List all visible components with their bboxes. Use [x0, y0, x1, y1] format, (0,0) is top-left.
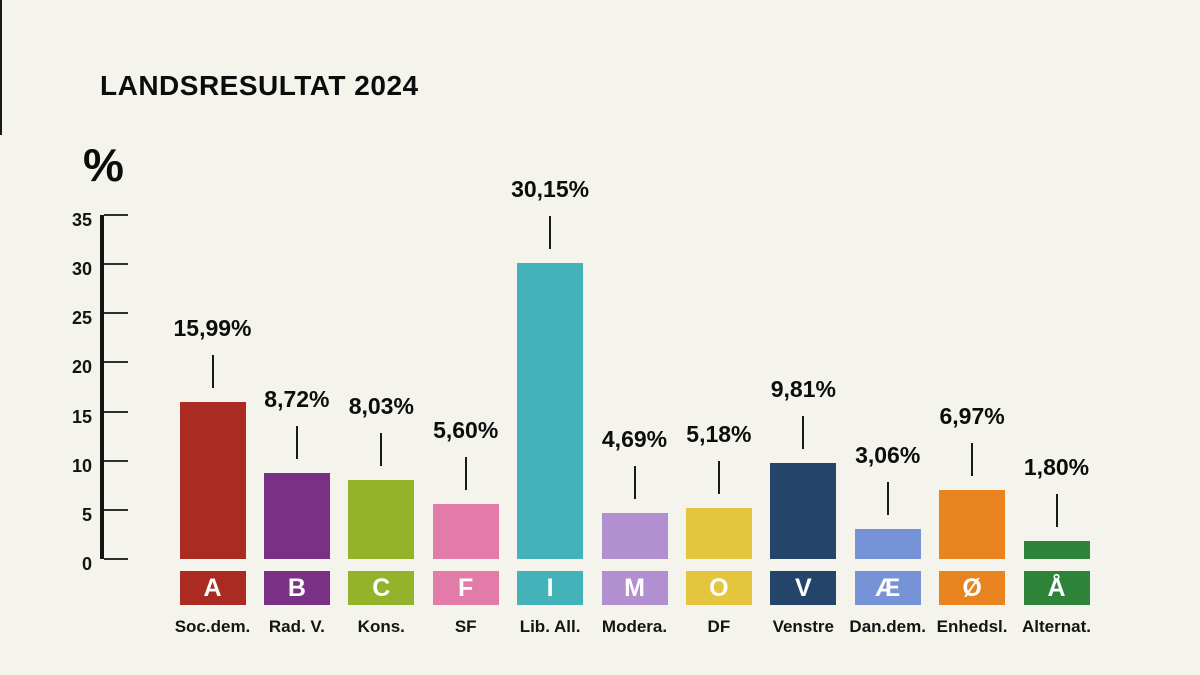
bar-value-label: 5,18%	[686, 421, 752, 448]
y-axis-tick	[104, 558, 128, 560]
bar-V	[770, 462, 837, 559]
party-letter-badge: A	[179, 571, 246, 605]
party-letter-badge: Æ	[854, 571, 921, 605]
bar-F	[432, 503, 499, 559]
party-name-label: SF	[454, 617, 477, 636]
party-letter-badge: M	[601, 571, 668, 605]
party-name-label: Alternat.	[1022, 617, 1091, 636]
y-axis-tick	[104, 410, 128, 413]
party-name-label: Rad. V.	[268, 617, 325, 636]
value-leader-line	[380, 433, 383, 467]
y-axis-tick	[104, 459, 128, 462]
value-leader-line	[211, 354, 214, 388]
party-name-label: Modera.	[601, 617, 668, 636]
party-letter-badge: C	[348, 571, 415, 605]
bar-value-label: 5,60%	[433, 416, 499, 443]
value-leader-line	[633, 465, 636, 499]
y-axis-tick	[104, 508, 128, 511]
y-axis-line	[100, 215, 104, 559]
bar-value-label: 3,06%	[855, 441, 921, 468]
y-axis-tick-label: 0	[81, 554, 92, 574]
bar-O	[685, 508, 752, 559]
value-leader-line	[717, 461, 720, 495]
value-leader-line	[971, 443, 974, 477]
party-name-label: Soc.dem.	[174, 617, 251, 636]
value-leader-line	[464, 456, 467, 490]
bar-value-label: 6,97%	[939, 403, 1005, 430]
y-axis-tick	[104, 312, 128, 315]
party-name-label: Kons.	[357, 617, 405, 636]
chart-title: LANDSRESULTAT 2024	[100, 70, 419, 101]
y-axis-tick-label: 35	[71, 210, 92, 231]
y-axis-tick	[104, 214, 128, 217]
y-axis-tick-label: 5	[81, 504, 92, 525]
party-letter-badge: F	[432, 571, 499, 605]
y-axis-tick-label: 15	[71, 406, 92, 427]
party-letter-badge: Ø	[939, 571, 1006, 605]
bar-value-label: 8,72%	[264, 386, 330, 413]
party-letter-badge: O	[685, 571, 752, 605]
bar-Ø	[939, 490, 1006, 559]
party-letter-badge: I	[517, 571, 584, 605]
party-letter-badge: Å	[1023, 571, 1090, 605]
y-axis-tick-label: 10	[71, 455, 92, 476]
bar-B	[263, 473, 330, 559]
party-name-label: DF	[707, 617, 731, 636]
left-edge-mark	[0, 0, 2, 135]
value-leader-line	[1055, 494, 1058, 528]
y-axis-tick-label: 30	[71, 259, 92, 280]
value-leader-line	[802, 415, 805, 449]
bar-I	[517, 262, 584, 559]
party-name-label: Dan.dem.	[849, 617, 926, 636]
bar-value-label: 15,99%	[173, 314, 252, 341]
bar-A	[179, 401, 246, 559]
party-letter-badge: B	[263, 571, 330, 605]
bar-C	[348, 480, 415, 559]
value-leader-line	[549, 215, 552, 249]
party-name-label: Lib. All.	[519, 617, 581, 636]
y-axis-tick	[104, 263, 128, 266]
value-leader-line	[886, 481, 889, 515]
bar-value-label: 8,03%	[348, 393, 414, 420]
y-axis-unit-label: %	[83, 139, 124, 191]
value-leader-line	[295, 426, 298, 460]
party-letter-badge: V	[770, 571, 837, 605]
bar-Æ	[854, 528, 921, 559]
bar-value-label: 9,81%	[770, 375, 836, 402]
party-name-label: Enhedsl.	[936, 617, 1008, 636]
bar-value-label: 30,15%	[511, 175, 590, 202]
y-axis-tick-label: 25	[71, 308, 92, 329]
bar-M	[601, 512, 668, 559]
bar-Å	[1023, 541, 1090, 559]
y-axis-tick-label: 20	[71, 357, 92, 378]
y-axis-tick	[104, 361, 128, 364]
bar-value-label: 1,80%	[1023, 454, 1090, 481]
bar-value-label: 4,69%	[601, 425, 668, 452]
party-name-label: Venstre	[772, 617, 835, 636]
